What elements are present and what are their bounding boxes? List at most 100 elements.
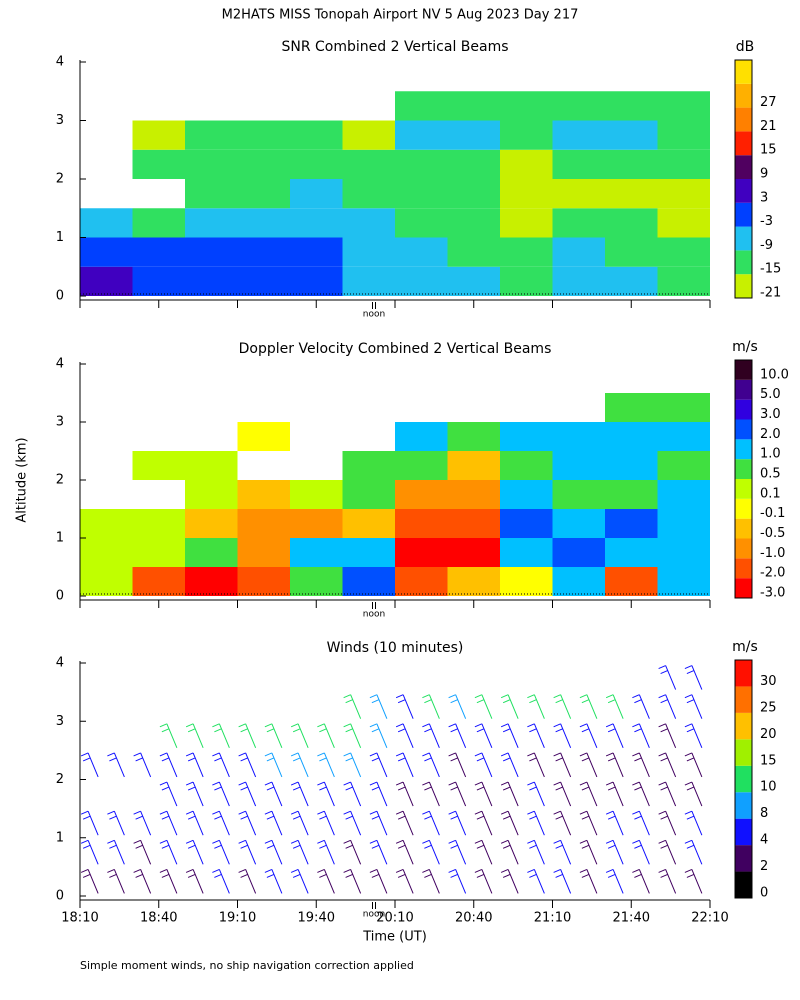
colorbar-label: 10 [760,780,777,795]
heat-cell [185,120,238,150]
colorbar-swatch [735,379,752,400]
colorbar-title: m/s [732,639,758,655]
x-tick-label: 19:40 [298,911,335,926]
wind-barb [579,694,598,719]
wind-barb [553,868,572,894]
colorbar-label: 25 [760,700,777,715]
x-tick-label: 21:10 [534,911,571,926]
wind-barb [422,723,440,749]
wind-barb [107,839,125,865]
wind-barb [159,810,178,836]
wind-barb [80,752,99,778]
heat-cell [237,149,290,179]
x-tick-label: 22:10 [691,911,728,926]
wind-barb [658,752,677,778]
heat-cell [342,480,395,509]
x-tick-label: 20:10 [376,911,413,926]
colorbar-label: -0.1 [760,506,785,521]
wind-barb [579,810,598,836]
x-tick-label: 18:10 [61,911,98,926]
y-tick-label: 2 [56,172,64,187]
wind-barb [185,868,204,894]
heat-cell [447,266,500,296]
wind-barb [553,752,572,778]
wind-barb [369,781,388,807]
heat-cell [605,208,658,238]
colorbar-swatch [735,739,752,766]
y-tick-label: 1 [56,830,64,845]
heat-cell [290,509,343,538]
wind-barb [212,839,230,865]
wind-barb [264,810,283,836]
heat-cell [500,149,553,179]
heat-cell [605,480,658,509]
wind-barb [107,752,125,778]
heat-cell [447,538,500,567]
heat-cell [605,266,658,296]
colorbar-label: -21 [760,286,781,301]
heat-cell [132,149,185,179]
wind-barb [238,810,257,836]
wind-barb [422,752,440,778]
wind-barb [212,752,230,778]
wind-barb [500,839,519,865]
heat-cell [657,538,710,567]
wind-barb [317,868,335,894]
heat-cell [552,509,605,538]
heat-cell [342,237,395,267]
y-tick-label: 0 [56,289,64,304]
colorbar-label: 1.0 [760,447,781,462]
wind-barb [264,723,283,749]
wind-barb [238,839,257,865]
x-tick-label: 19:10 [219,911,256,926]
colorbar-title: dB [736,39,755,55]
heat-cell [185,538,238,567]
heat-cell [132,266,185,296]
colorbar-swatch [735,765,752,793]
heat-cell [447,237,500,267]
wind-barb [290,781,309,807]
wind-barb [684,839,703,865]
wind-barb [185,723,204,749]
heat-cell [605,179,658,209]
heat-cell [605,451,658,480]
wind-barb [212,781,230,807]
noon-label: noon [363,610,385,620]
heat-cell [500,208,553,238]
heat-cell [342,567,395,596]
colorbar-swatch [735,558,752,579]
wind-barb [80,839,99,865]
heat-cell [500,237,553,267]
colorbar-label: -0.5 [760,526,785,541]
heat-cell [80,567,133,596]
heat-cell [605,237,658,267]
colorbar-label: -3.0 [760,586,785,601]
heat-cell [185,509,238,538]
heat-cell [290,567,343,596]
wind-barb [553,723,572,749]
heat-cell [80,237,133,267]
wind-barb [369,868,388,894]
wind-barb [605,781,624,807]
heat-cell [605,149,658,179]
wind-barb [369,694,388,719]
wind-barb [527,752,545,778]
heat-cell [447,567,500,596]
wind-barb [448,868,467,894]
heat-cell [185,149,238,179]
wind-barb [632,810,650,836]
wind-barb [527,810,545,836]
wind-barb [238,752,257,778]
heat-cell [132,509,185,538]
wind-barb [474,752,493,778]
wind-barb [684,868,703,894]
wind-barb [395,723,414,749]
colorbar-label: 15 [760,143,777,158]
wind-barb [474,810,493,836]
wind-barb [133,868,152,894]
heat-cell [237,266,290,296]
colorbar-label: 5.0 [760,387,781,402]
heat-cell [657,149,710,179]
colorbar-label: 0.1 [760,486,781,501]
heat-cell [237,237,290,267]
